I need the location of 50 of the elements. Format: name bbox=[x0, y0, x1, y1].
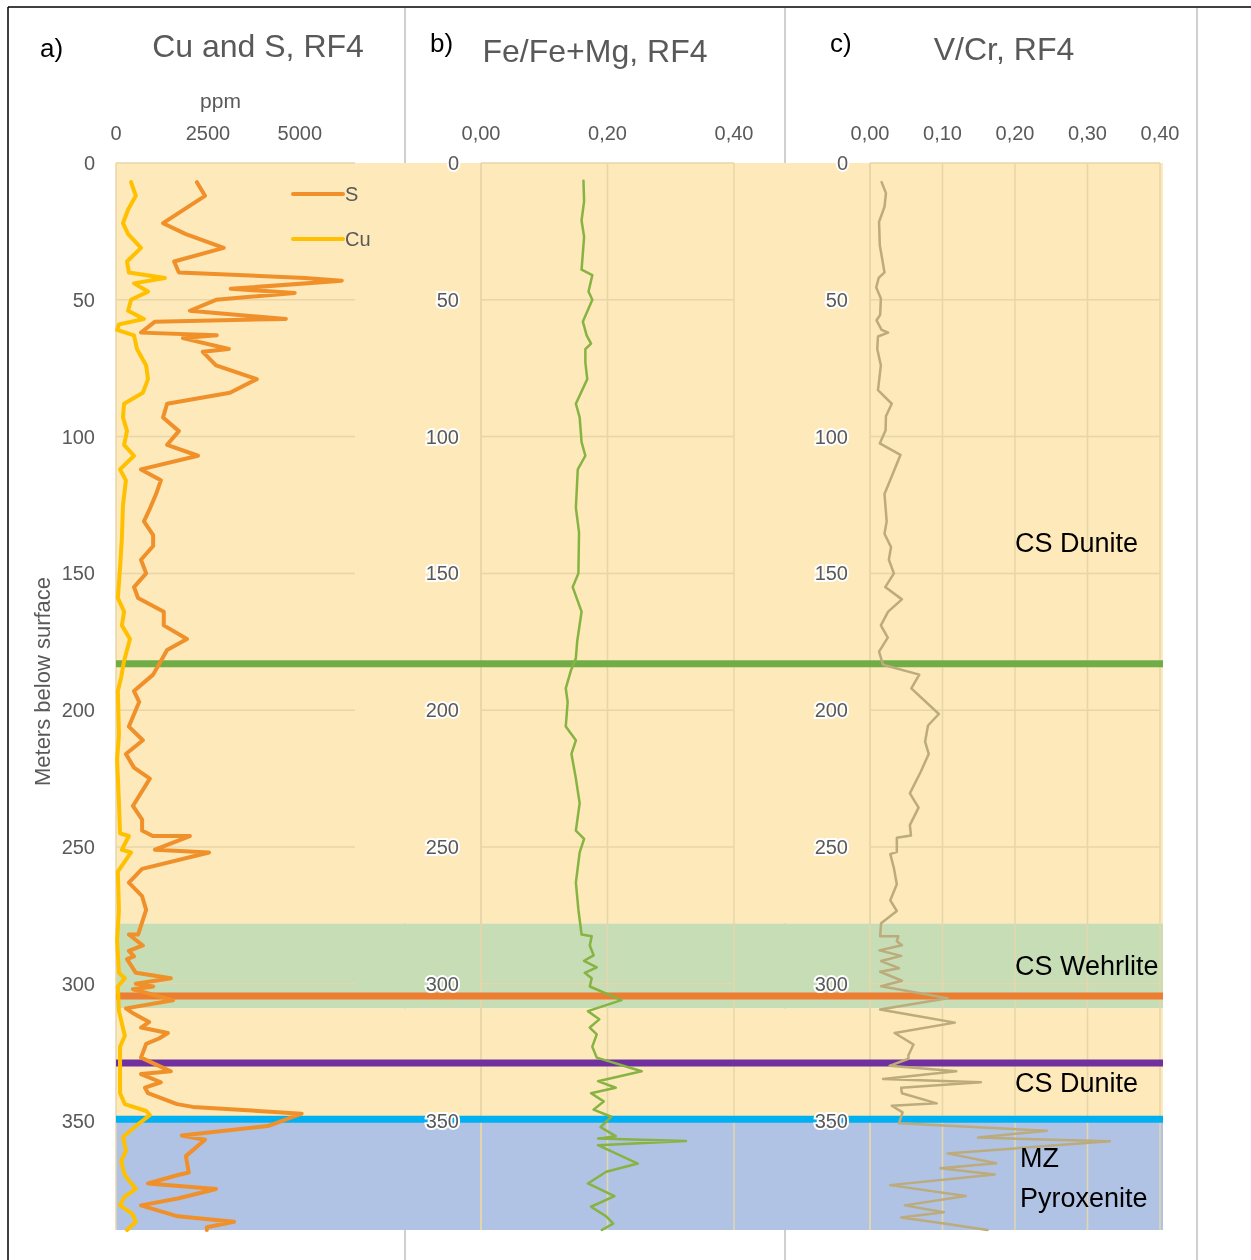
chart-title: Cu and S, RF4 bbox=[152, 28, 364, 64]
x-tick-label: 2500 bbox=[185, 122, 231, 144]
x-tick-label: 0,00 bbox=[850, 122, 890, 144]
y-tick-label: 200 bbox=[425, 699, 459, 722]
x-tick-label: 0,20 bbox=[995, 122, 1035, 144]
x-tick-label: 0,20 bbox=[588, 122, 627, 144]
y-tick-label: 0 bbox=[447, 152, 459, 174]
y-tick-label: 300 bbox=[814, 972, 848, 995]
y-tick-label: 250 bbox=[814, 835, 848, 858]
x-tick-label: 5000 bbox=[277, 122, 323, 144]
text: a) bbox=[40, 33, 64, 63]
band-label: CS Dunite bbox=[1015, 528, 1139, 559]
y-tick-label: 0 bbox=[836, 152, 848, 174]
x-tick-label: 0,10 bbox=[923, 122, 962, 144]
x-axis-title: ppm bbox=[200, 89, 241, 112]
y-tick-label: 350 bbox=[61, 1109, 95, 1132]
text: b) bbox=[430, 28, 454, 58]
y-tick-label: 300 bbox=[425, 972, 459, 995]
x-tick-label: 0,40 bbox=[1140, 122, 1180, 144]
band-label: CS Wehrlite bbox=[1015, 950, 1159, 981]
y-tick-label: 0 bbox=[83, 152, 95, 174]
line-series bbox=[115, 180, 167, 1232]
y-tick-label: 300 bbox=[61, 972, 95, 995]
y-tick-label: 50 bbox=[436, 288, 459, 311]
line-series bbox=[123, 180, 344, 1232]
y-tick-label: 100 bbox=[425, 425, 459, 448]
band-label: CS Dunite bbox=[1015, 1068, 1139, 1099]
line-series bbox=[564, 179, 688, 1232]
y-tick-label: 150 bbox=[61, 562, 95, 585]
y-tick-label: 250 bbox=[425, 835, 459, 858]
y-tick-label: 150 bbox=[425, 562, 459, 585]
x-tick-label: 0,40 bbox=[714, 122, 754, 144]
y-tick-label: 250 bbox=[61, 835, 95, 858]
y-axis-title: Meters below surface bbox=[30, 576, 55, 787]
x-tick-label: 0,30 bbox=[1068, 122, 1107, 144]
text: c) bbox=[830, 28, 852, 58]
y-tick-label: 150 bbox=[814, 562, 848, 585]
legend-label: Cu bbox=[345, 228, 371, 250]
legend-label: S bbox=[345, 183, 359, 205]
y-tick-label: 100 bbox=[61, 425, 95, 448]
y-tick-label: 100 bbox=[814, 425, 848, 448]
chart-title: Fe/Fe+Mg, RF4 bbox=[482, 33, 708, 69]
y-tick-label: 200 bbox=[814, 699, 848, 722]
x-tick-label: 0,00 bbox=[461, 122, 501, 144]
y-tick-label: 50 bbox=[72, 288, 95, 311]
x-tick-label: 0 bbox=[110, 122, 122, 144]
y-tick-label: 50 bbox=[825, 288, 848, 311]
band-label: MZ Pyroxenite bbox=[1020, 1143, 1148, 1214]
chart-title: V/Cr, RF4 bbox=[933, 31, 1075, 67]
y-tick-label: 200 bbox=[61, 699, 95, 722]
